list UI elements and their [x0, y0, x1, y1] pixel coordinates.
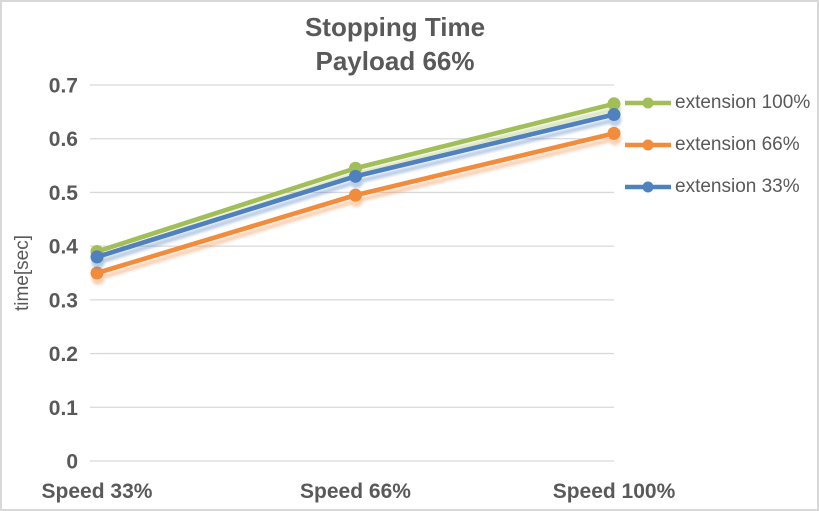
data-point-marker [90, 266, 104, 280]
series-extension-33[interactable] [90, 108, 621, 264]
y-tick-label: 0.7 [49, 75, 78, 98]
y-tick-label: 0.2 [49, 343, 78, 366]
series-line [94, 112, 617, 260]
chart-title: Stopping Time Payload 66% [305, 10, 485, 78]
data-point-marker [607, 97, 621, 111]
y-tick-label: 0.6 [49, 128, 78, 151]
legend-label: extension 66% [675, 134, 800, 155]
series-extension-66[interactable] [90, 126, 621, 280]
data-point-marker [349, 169, 362, 183]
series-line [94, 131, 617, 276]
legend-label: extension 100% [675, 92, 811, 113]
legend-label: extension 33% [675, 176, 800, 197]
y-tick-label: 0 [66, 451, 78, 474]
data-point-marker [90, 250, 104, 264]
legend: extension 100% extension 66% extension 3… [623, 90, 810, 200]
data-point-marker [349, 188, 362, 202]
y-tick-label: 0.1 [49, 397, 79, 420]
x-category-label: Speed 33% [42, 480, 153, 503]
x-category-label: Speed 66% [300, 480, 411, 503]
legend-item-extension-66[interactable]: extension 66% [623, 132, 810, 158]
y-tick-label: 0.4 [49, 236, 79, 259]
legend-key-icon [625, 181, 671, 193]
data-point-marker [607, 126, 621, 140]
legend-key-icon [625, 97, 671, 109]
legend-key-icon [625, 139, 671, 151]
x-category-label: Speed 100% [553, 480, 676, 503]
chart-title-line1: Stopping Time [304, 12, 486, 42]
legend-item-extension-33[interactable]: extension 33% [623, 174, 810, 200]
y-tick-label: 0.5 [49, 182, 79, 205]
data-point-marker [607, 108, 621, 122]
legend-item-extension-100[interactable]: extension 100% [623, 90, 810, 116]
y-tick-label: 0.3 [49, 289, 78, 312]
chart-title-line2: Payload 66% [315, 46, 475, 76]
